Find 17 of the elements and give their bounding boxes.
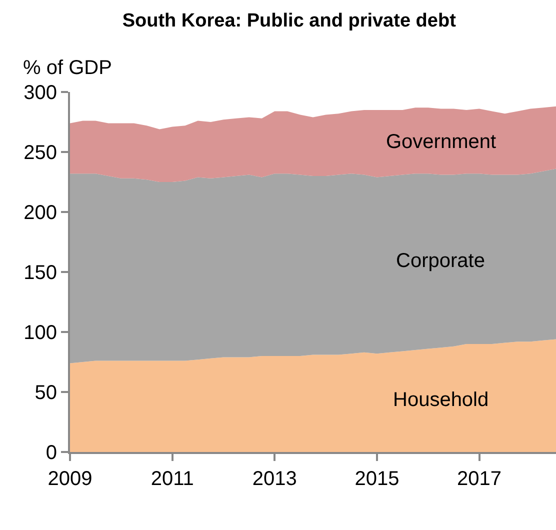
- y-axis-title: % of GDP: [23, 57, 112, 79]
- x-tick-label: 2015: [354, 468, 400, 490]
- series-label: Government: [386, 131, 496, 153]
- x-tick-label: 2009: [48, 468, 92, 490]
- x-tick-label: 2011: [150, 468, 194, 490]
- series-label: Corporate: [396, 250, 485, 272]
- y-tick-label: 150: [24, 262, 57, 284]
- y-tick-label: 100: [24, 322, 57, 344]
- y-tick-label: 250: [24, 142, 57, 164]
- series-label: Household: [393, 389, 489, 411]
- y-tick-label: 300: [24, 82, 57, 104]
- y-tick-label: 50: [34, 382, 57, 404]
- x-tick-label: 2017: [457, 468, 502, 490]
- x-tick-label: 2013: [252, 468, 297, 490]
- y-tick-label: 0: [46, 442, 57, 464]
- chart-title: South Korea: Public and private debt: [122, 10, 457, 32]
- y-tick-label: 200: [24, 202, 57, 224]
